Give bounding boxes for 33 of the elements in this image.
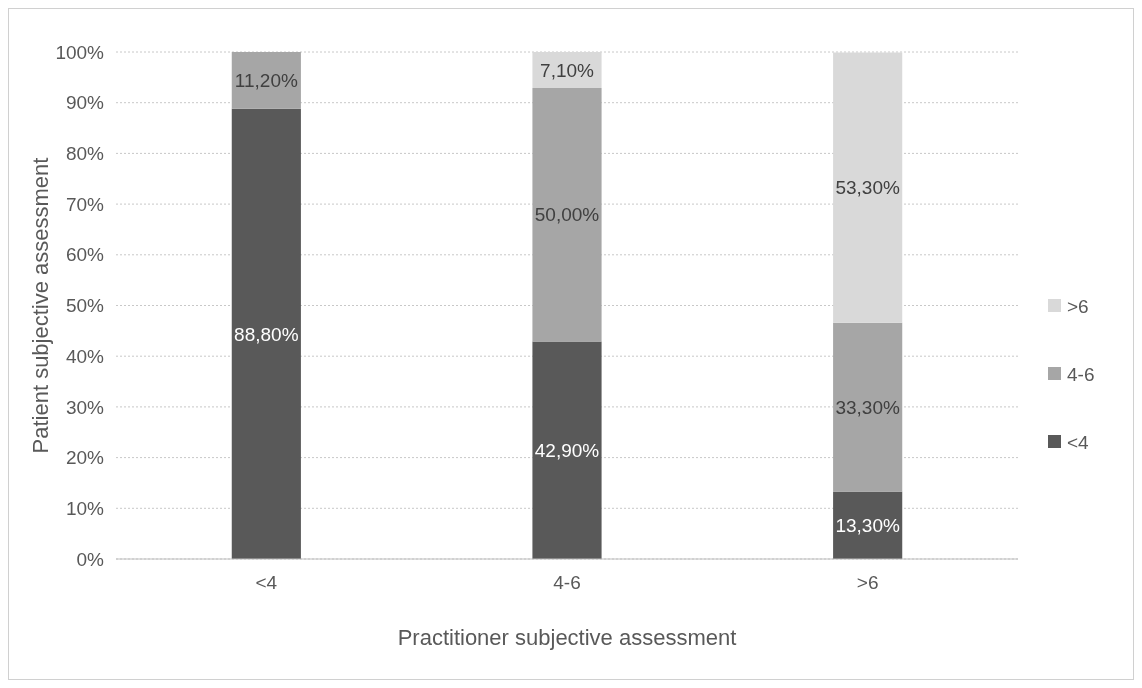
data-label: 11,20% <box>234 70 298 92</box>
data-label: 88,80% <box>234 323 299 345</box>
y-tick-label: 80% <box>65 143 105 165</box>
data-label: 50,00% <box>534 204 600 226</box>
y-tick-label: 40% <box>65 345 105 367</box>
data-label: 7,10% <box>540 59 595 81</box>
bar <box>833 322 903 492</box>
data-label: 42,90% <box>534 439 600 461</box>
bar <box>231 108 301 559</box>
y-tick-label: 70% <box>65 193 105 215</box>
bar <box>231 52 301 109</box>
x-tick-label: >6 <box>856 572 879 593</box>
y-tick-label: 10% <box>65 497 105 519</box>
legend-label: <4 <box>1067 431 1090 453</box>
y-tick-label: 60% <box>65 244 105 266</box>
y-tick-label: 50% <box>65 295 105 317</box>
y-tick-label: 20% <box>65 447 105 469</box>
y-tick-label: 0% <box>76 548 105 570</box>
bar <box>532 88 602 342</box>
x-tick-label: 4-6 <box>553 572 581 593</box>
bar <box>833 52 903 323</box>
y-tick-label: 30% <box>65 396 105 418</box>
y-tick-label: 100% <box>55 41 105 63</box>
data-label: 13,30% <box>835 514 900 536</box>
y-tick-label: 90% <box>65 92 105 114</box>
data-label: 33,30% <box>835 396 900 418</box>
y-axis-title: Patient subjective assessment <box>28 157 53 454</box>
legend-label: >6 <box>1067 295 1089 317</box>
legend-label: 4-6 <box>1067 363 1095 385</box>
x-tick-label: <4 <box>255 572 278 593</box>
bar <box>532 341 602 559</box>
x-axis-title: Practitioner subjective assessment <box>397 625 737 650</box>
data-label: 53,30% <box>835 177 900 199</box>
